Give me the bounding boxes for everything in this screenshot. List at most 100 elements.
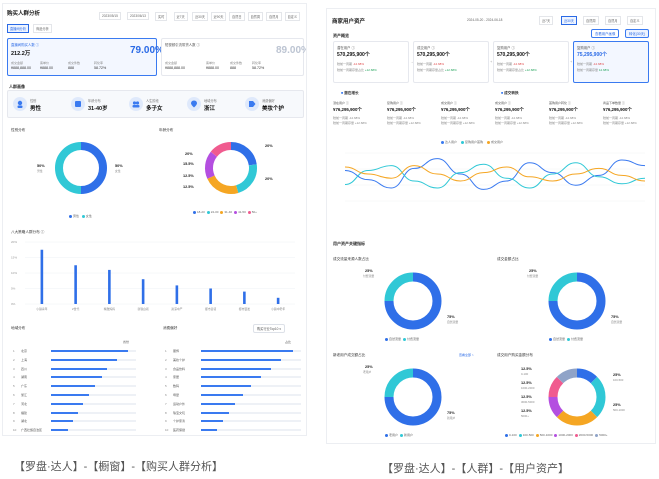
pref-select[interactable]: 购买行业Top10 ▾ xyxy=(253,324,285,333)
range-tab[interactable]: 近30天 xyxy=(561,16,577,25)
list-item-label: 上海 xyxy=(21,358,27,362)
legend-label: 复购用户首购 xyxy=(465,140,483,144)
x-tick-label: 新锐白领 xyxy=(138,307,149,311)
list-item-label: 广东 xyxy=(21,384,27,388)
range-tab[interactable]: 自然日 xyxy=(229,12,245,21)
asset-label: 复购用户 ⓘ xyxy=(497,45,515,50)
asset-card[interactable]: 成交用户 ⓘ 570,295,900个 较前一周期 -12.68% 较前一周期存量占比… xyxy=(413,41,489,83)
metric-card-live[interactable]: 直播间购买人数 ⓘ 212.2万 79.00% 成交金额 ¥888,888.00… xyxy=(7,38,157,76)
attr-value: 浙江 xyxy=(204,104,215,112)
pref-header: 占比 xyxy=(285,340,291,344)
range-tab[interactable]: 近7天 xyxy=(539,16,553,25)
asset-value: 570,295,900个 xyxy=(337,51,370,58)
trend-value: ¥76,295,900个 xyxy=(549,107,578,113)
legend-item: 24-30 xyxy=(205,210,219,214)
range-tab[interactable]: 近90天 xyxy=(211,12,227,21)
trend-label: 成交用户 ⓘ xyxy=(495,101,511,105)
y-tick-label: 10% xyxy=(11,271,17,275)
amount-slice xyxy=(560,414,594,421)
range-tab[interactable]: 自然周 xyxy=(583,16,599,25)
asset-sub-value: +12.68% xyxy=(525,68,537,72)
range-tab[interactable]: 实时 xyxy=(155,12,167,21)
range-tab[interactable]: 近30天 xyxy=(192,12,208,21)
trend-value: ¥76,295,900个 xyxy=(603,107,632,113)
asset-label: 潜在用户 ⓘ xyxy=(337,45,355,50)
view-profile-button[interactable]: 查看用户画像 xyxy=(591,29,619,38)
date-start[interactable]: 2023/05/15 xyxy=(99,12,121,20)
list-item-label: 浙江 xyxy=(21,393,27,397)
legend-item: 自然流量 xyxy=(383,337,401,341)
rank-number: 8 xyxy=(165,411,167,415)
age-slice xyxy=(209,154,214,177)
donut-label: 75% xyxy=(447,315,455,319)
list-item-label: 家居 xyxy=(173,375,179,379)
legend-swatch xyxy=(220,211,223,214)
donut-sublabel: 付费流量 xyxy=(363,274,374,278)
location-icon xyxy=(187,97,201,111)
donut-label: 12.5% xyxy=(521,409,532,413)
bar-fill xyxy=(51,420,73,422)
age-title: 年龄分布 xyxy=(159,128,173,133)
donut-legend: 自然流量 付费流量 xyxy=(547,337,583,341)
tab-live-room[interactable]: 直播间分析 xyxy=(7,24,29,33)
donut-sublabel: 500-1000 xyxy=(613,408,625,412)
sub-label: 成交金额 xyxy=(11,61,23,65)
asset-card[interactable]: 潜在用户 ⓘ 570,295,900个 较前一周期 -12.68% 较前一周期存量占比… xyxy=(333,41,409,83)
list-item-label: 广西壮族自治区 xyxy=(21,428,42,432)
tag-icon xyxy=(245,97,259,111)
bar-fill xyxy=(51,429,68,431)
legend-swatch xyxy=(549,338,552,341)
bar-fill xyxy=(201,359,281,361)
rank-number: 9 xyxy=(165,419,167,423)
key-title: 用户资产关键指标 xyxy=(333,241,365,247)
list-item-label: 福建 xyxy=(21,411,27,415)
range-tab[interactable]: 自然月 xyxy=(266,12,282,21)
conversion-button[interactable]: 转化(30天) xyxy=(625,29,649,38)
bar-fill xyxy=(201,368,271,370)
asset-card[interactable]: 复购用户 ⓘ 75,295,900个 较前一周期 -12.68% 较前一周期存量 12… xyxy=(573,41,649,83)
metric-label: 直播间购买人数 ⓘ xyxy=(11,42,39,47)
list-item-label: 湖南 xyxy=(21,375,27,379)
growth-title-text: 潜在增长 xyxy=(344,91,358,95)
metric-ratio: 89.00% xyxy=(276,45,307,56)
asset-sub-value: -12.68% xyxy=(433,62,444,66)
tab-product[interactable]: 商品分析 xyxy=(33,24,52,33)
bar xyxy=(41,250,44,304)
bar-fill xyxy=(51,403,83,405)
bar xyxy=(176,285,179,304)
region-header: 省份 xyxy=(123,340,129,344)
rank-number: 4 xyxy=(13,375,15,379)
rank-number: 2 xyxy=(165,358,167,362)
date-range[interactable]: 2024-05-20 - 2024-06-18 xyxy=(467,18,502,22)
rank-number: 4 xyxy=(165,375,167,379)
bar-fill xyxy=(51,394,89,396)
metric-card-video[interactable]: 短视频引流带货人数 ⓘ 89.00% 成交金额 ¥888,888.00 客单价 … xyxy=(161,38,304,76)
range-tab[interactable]: 自然月 xyxy=(605,16,621,25)
donut-label: 25% xyxy=(365,269,373,273)
view-all-link[interactable]: 查看全部 > xyxy=(459,353,474,357)
legend-item: 达人用户 xyxy=(437,140,457,144)
attr-value: 31-40岁 xyxy=(88,104,108,112)
date-end[interactable]: 2023/06/13 xyxy=(127,12,149,20)
range-tab[interactable]: 自定义 xyxy=(285,12,301,21)
attr-value: 多子女 xyxy=(146,104,163,112)
gender-title: 性别分布 xyxy=(11,128,25,133)
sub-label: 转化率 xyxy=(94,61,103,65)
donut-sublabel: 付费流量 xyxy=(527,274,538,278)
list-item-label: 北京 xyxy=(21,349,27,353)
asset-value: 75,295,900个 xyxy=(577,51,607,58)
trend-sub: 较前一周期 -12.68% xyxy=(441,116,468,120)
trend-sub: 较前一周期 -12.68% xyxy=(387,116,414,120)
range-tab[interactable]: 近7天 xyxy=(174,12,188,21)
donut-title: 新老用户成交额占比 xyxy=(333,353,365,358)
range-tab[interactable]: 自定义 xyxy=(627,16,643,25)
metric-label: 短视频引流带货人数 ⓘ xyxy=(165,42,200,47)
legend-item: 成交用户 xyxy=(483,140,503,144)
asset-card[interactable]: 复购用户 ⓘ 570,295,900个 较前一周期 -12.68% 较前一周期存量占比… xyxy=(493,41,569,83)
legend-swatch xyxy=(248,211,251,214)
trend-sub: 较前一周期存量 +12.68% xyxy=(333,121,367,125)
range-tab[interactable]: 自然周 xyxy=(248,12,264,21)
legend-swatch xyxy=(441,141,444,144)
bar-fill xyxy=(51,350,128,352)
asset-value: 570,295,900个 xyxy=(497,51,530,58)
